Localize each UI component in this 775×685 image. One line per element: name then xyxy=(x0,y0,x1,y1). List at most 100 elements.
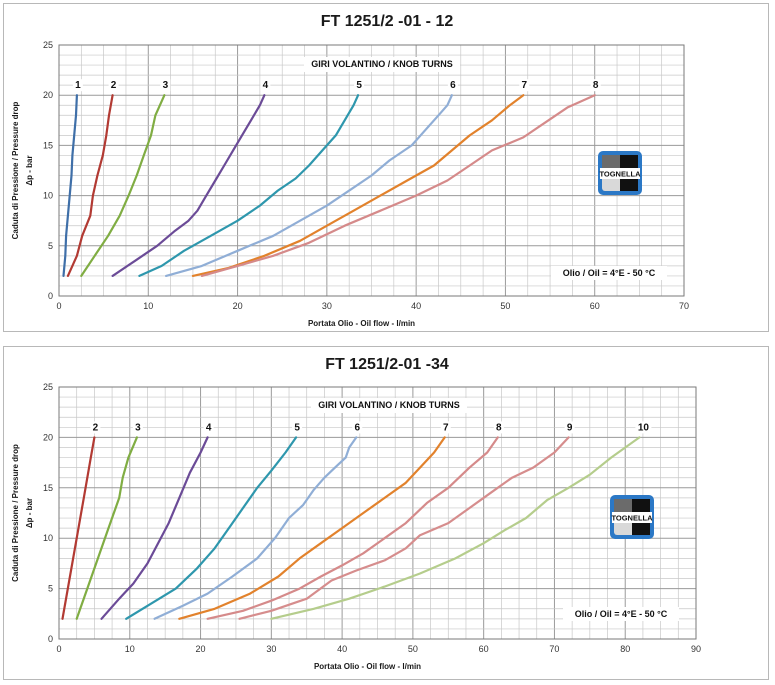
series-line-6 xyxy=(153,436,358,620)
logo-text-band xyxy=(612,512,652,523)
x-tick-label: 20 xyxy=(196,644,206,654)
series-label-3: 3 xyxy=(135,422,141,433)
series-line-5 xyxy=(138,94,360,277)
series-label-2: 2 xyxy=(93,422,99,433)
x-tick-label: 90 xyxy=(691,644,701,654)
logo-text: TOGNELLA xyxy=(599,170,641,179)
x-tick-label: 0 xyxy=(56,301,61,311)
series-label-7: 7 xyxy=(443,422,449,433)
x-tick-label: 40 xyxy=(337,644,347,654)
series-label-bg-3 xyxy=(132,421,143,434)
series-line-10 xyxy=(270,436,641,620)
x-tick-label: 60 xyxy=(590,301,600,311)
y-tick-label: 0 xyxy=(48,634,53,644)
series-label-1: 1 xyxy=(75,80,81,91)
x-axis-label: Portata Olio - Oil flow - l/min xyxy=(308,319,415,328)
series-label-10: 10 xyxy=(638,422,650,433)
x-tick-label: 10 xyxy=(143,301,153,311)
chart-2: FT 1251/2-01 -34 0 10 20 30 40 50 60 70 80 90 0 5 10 1… xyxy=(11,356,701,671)
series-label-bg-2 xyxy=(90,421,101,434)
y-tick-label: 5 xyxy=(48,241,53,251)
series-label-6: 6 xyxy=(354,422,360,433)
y-tick-label: 25 xyxy=(43,40,53,50)
series-label-bg-7 xyxy=(440,421,451,434)
series-label-5: 5 xyxy=(356,80,362,91)
series-label-bg-5 xyxy=(292,421,303,434)
series-line-5 xyxy=(125,436,298,620)
oil-note: Olio / Oil = 4°E - 50 °C xyxy=(563,268,656,278)
series-label-bg-7 xyxy=(519,79,530,92)
series-label-2: 2 xyxy=(111,80,117,91)
oil-note: Olio / Oil = 4°E - 50 °C xyxy=(575,609,668,619)
knob-turns-annotation: GIRI VOLANTINO / KNOB TURNS xyxy=(311,59,453,69)
logo-text: TOGNELLA xyxy=(611,514,653,523)
y-tick-label: 15 xyxy=(43,483,53,493)
plot-frame xyxy=(58,386,697,640)
series-label-bg-1 xyxy=(72,79,83,92)
series-label-9: 9 xyxy=(567,422,573,433)
x-tick-label: 0 xyxy=(56,644,61,654)
y-tick-label: 15 xyxy=(43,140,53,150)
oil-note-bg xyxy=(551,266,667,280)
series-label-bg-4 xyxy=(260,79,271,92)
y-tick-label: 10 xyxy=(43,533,53,543)
y-tick-label: 20 xyxy=(43,90,53,100)
series-line-6 xyxy=(165,94,453,277)
series-label-4: 4 xyxy=(206,422,212,433)
tognella-logo: TOGNELLA xyxy=(598,151,642,195)
x-tick-label: 70 xyxy=(549,644,559,654)
y-tick-label: 5 xyxy=(48,584,53,594)
x-tick-label: 10 xyxy=(125,644,135,654)
series-line-3 xyxy=(75,436,138,620)
series-label-4: 4 xyxy=(263,80,269,91)
series-label-bg-9 xyxy=(564,421,575,434)
oil-note-bg xyxy=(563,607,679,621)
series-label-bg-8 xyxy=(590,79,601,92)
y-axis-label: Caduta di Pressione / Pressure drop xyxy=(11,444,20,582)
plot-frame xyxy=(58,44,685,297)
series-line-8 xyxy=(200,94,596,277)
x-tick-label: 70 xyxy=(679,301,689,311)
annotation-bg xyxy=(311,398,467,413)
series-label-8: 8 xyxy=(496,422,502,433)
y-tick-label: 10 xyxy=(43,191,53,201)
series-label-bg-4 xyxy=(203,421,214,434)
chart-1: FT 1251/2 -01 - 120 10 20 30 40 50 60 700510152… xyxy=(11,13,689,328)
x-tick-label: 30 xyxy=(322,301,332,311)
series-label-bg-10 xyxy=(635,421,652,434)
grid xyxy=(58,44,685,297)
series-label-bg-3 xyxy=(160,79,171,92)
knob-turns-annotation: GIRI VOLANTINO / KNOB TURNS xyxy=(318,400,460,410)
series-line-1 xyxy=(62,94,78,277)
series-label-bg-5 xyxy=(354,79,365,92)
series-label-bg-8 xyxy=(493,421,504,434)
series-label-bg-6 xyxy=(447,79,458,92)
x-tick-label: 40 xyxy=(411,301,421,311)
logo-text-band xyxy=(600,168,640,179)
series-label-3: 3 xyxy=(163,80,169,91)
annotation-bg xyxy=(304,57,460,72)
x-tick-label: 30 xyxy=(266,644,276,654)
y-tick-label: 0 xyxy=(48,291,53,301)
x-tick-label: 60 xyxy=(479,644,489,654)
x-tick-label: 80 xyxy=(620,644,630,654)
chart-panel-1: FT 1251/2 -01 - 12 0 10 20 30 40 50 60 70 0 5 10 15 2… xyxy=(3,3,769,332)
series-line-7 xyxy=(191,94,525,277)
y-tick-label: 20 xyxy=(43,432,53,442)
y-axis-label-unit: Δp - bar xyxy=(25,498,34,528)
series-label-8: 8 xyxy=(593,80,599,91)
chart-panel-2: FT 1251/2-01 -34 0 10 20 30 40 50 60 70 80 90 0 5 10 1… xyxy=(3,346,769,680)
x-tick-label: 20 xyxy=(233,301,243,311)
y-tick-label: 25 xyxy=(43,382,53,392)
series-label-bg-2 xyxy=(108,79,119,92)
chart-title: FT 1251/2 -01 - 12 xyxy=(321,13,454,30)
series-line-7 xyxy=(178,436,446,620)
chart-title: FT 1251/2-01 -34 xyxy=(325,356,449,373)
y-axis-label-unit: Δp - bar xyxy=(25,155,34,185)
x-tick-label: 50 xyxy=(408,644,418,654)
series-label-7: 7 xyxy=(522,80,528,91)
series-line-3 xyxy=(80,94,166,277)
series-line-2 xyxy=(66,94,114,277)
series-label-bg-6 xyxy=(352,421,363,434)
tognella-logo: TOGNELLA xyxy=(610,495,654,539)
